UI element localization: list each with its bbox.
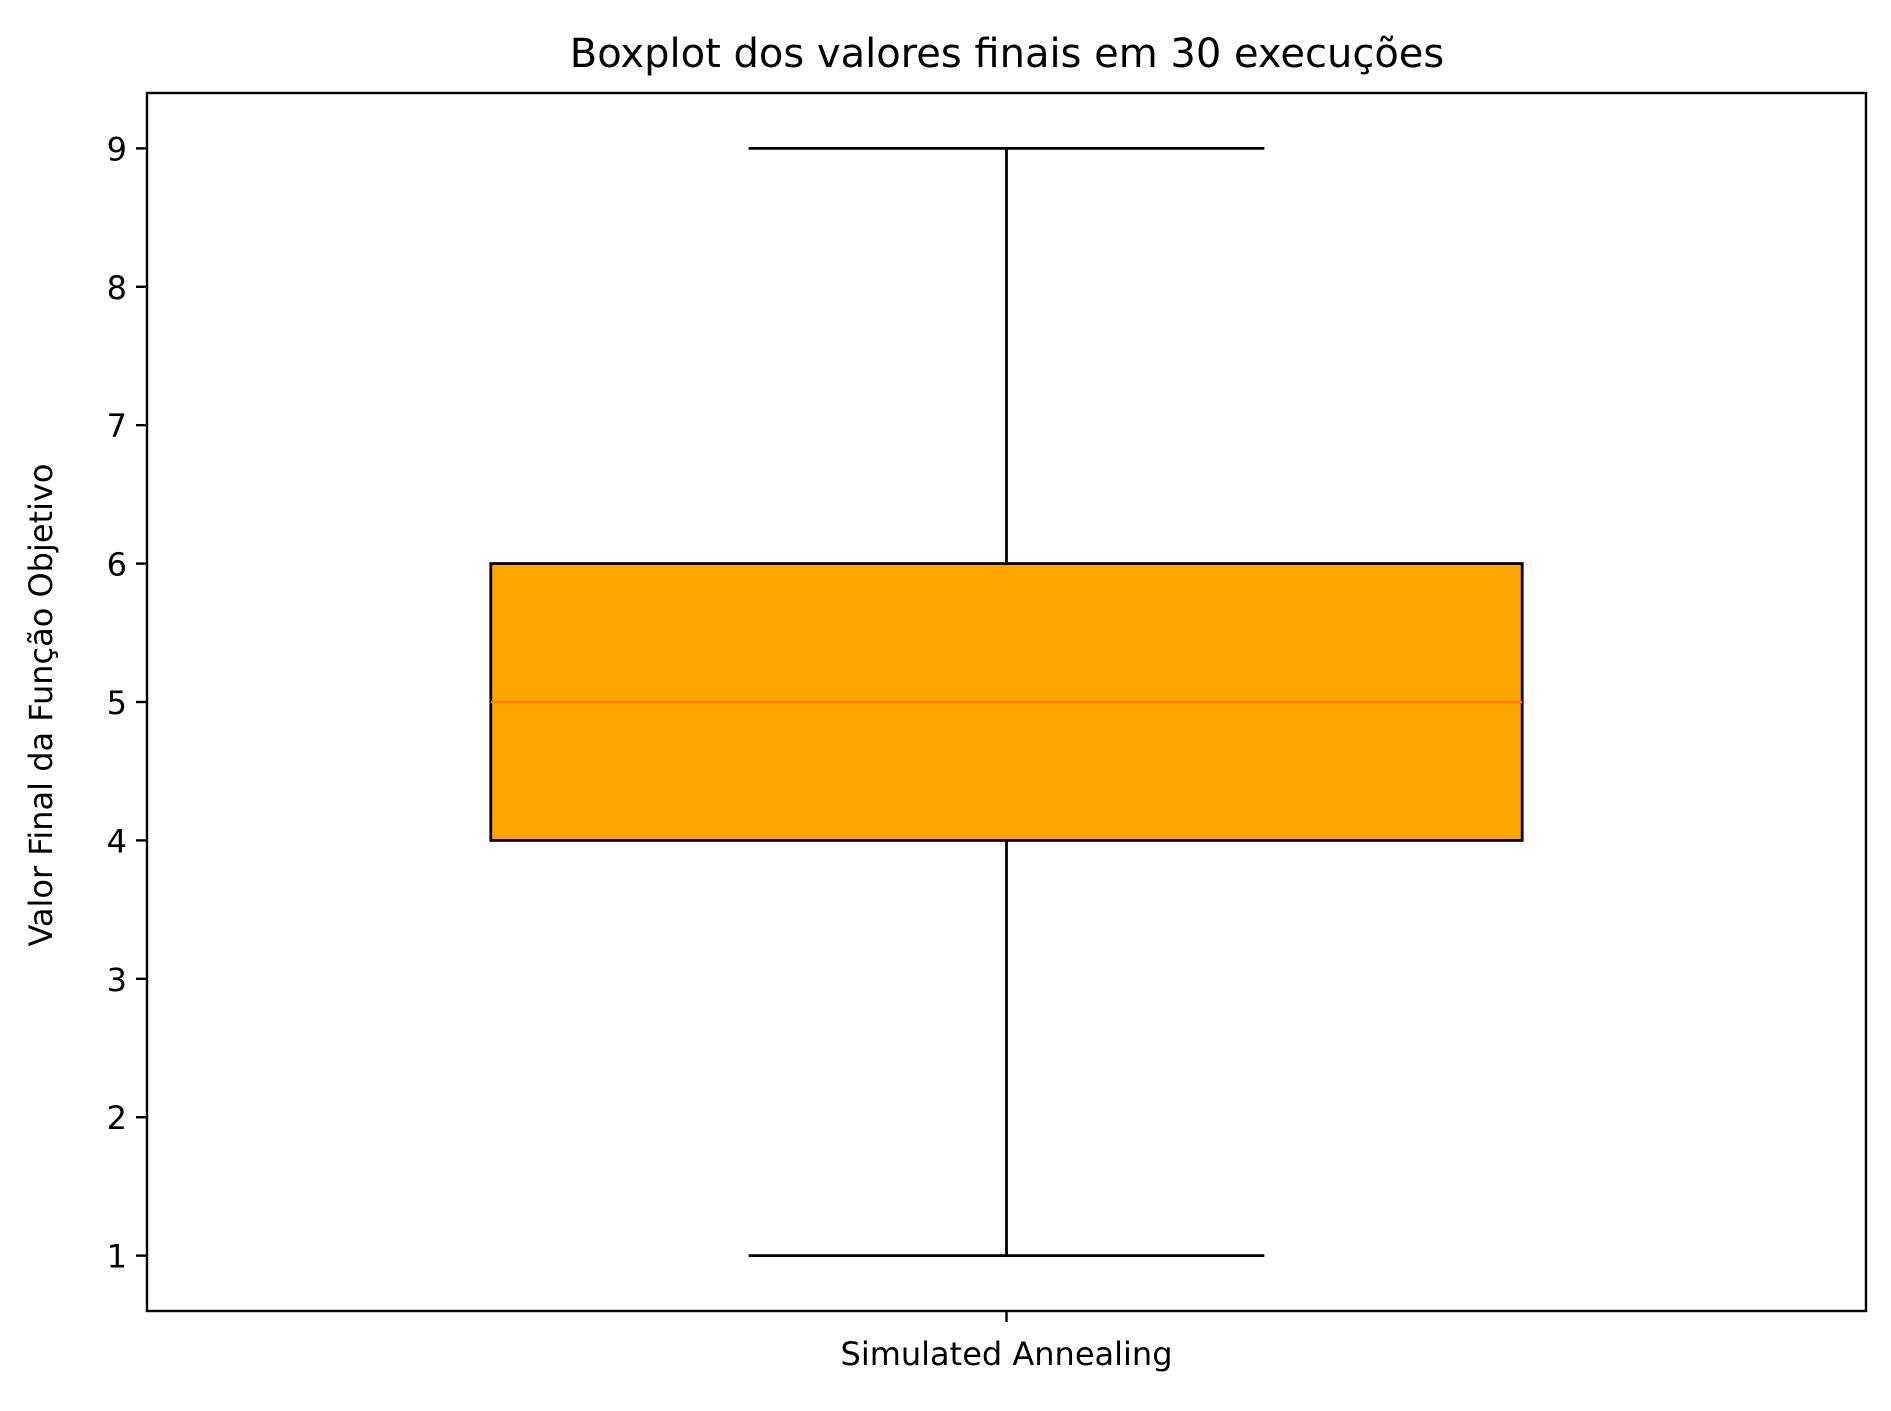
y-tick-label: 7: [107, 407, 127, 445]
y-tick-label: 2: [107, 1099, 127, 1137]
y-tick-label: 8: [107, 269, 127, 307]
y-tick-label: 6: [107, 546, 127, 584]
y-tick-label: 5: [107, 684, 127, 722]
y-tick-label: 9: [107, 130, 127, 168]
plot-area: 1 2 3 4 5 6 7 8 9 Simulated Annealing: [107, 91, 1868, 1373]
y-tick-label: 1: [107, 1238, 127, 1276]
y-tick-label: 3: [107, 961, 127, 999]
chart-title: Boxplot dos valores finais em 30 execuçõ…: [570, 31, 1445, 77]
x-tick-label: Simulated Annealing: [841, 1335, 1173, 1373]
y-tick-label: 4: [107, 822, 127, 860]
axes-frame: [145, 91, 1868, 1313]
y-axis-label: Valor Final da Função Objetivo: [22, 463, 60, 946]
